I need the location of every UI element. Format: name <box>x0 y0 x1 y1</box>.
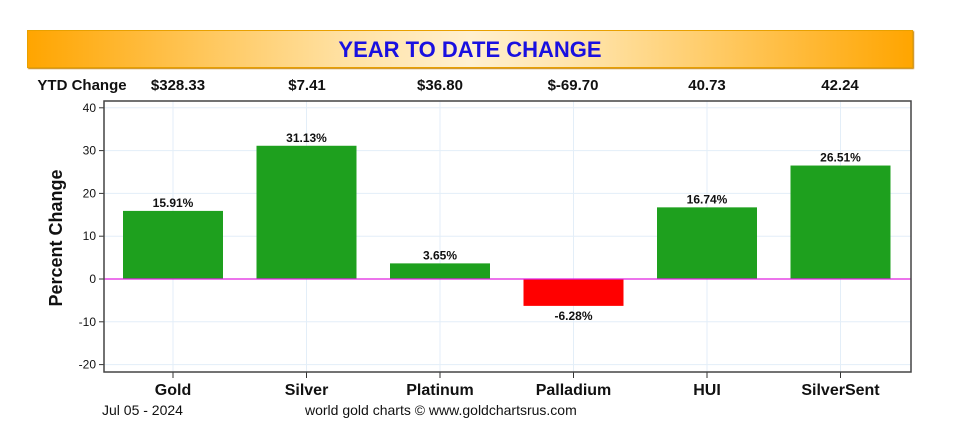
x-tick-label: Palladium <box>536 382 612 399</box>
ytd-label: YTD Change <box>37 77 127 94</box>
bar-silver <box>256 145 357 279</box>
bar-hui <box>657 207 757 279</box>
data-label: 16.74% <box>687 192 728 206</box>
y-tick-label: -20 <box>79 358 97 372</box>
chart-title: YEAR TO DATE CHANGE <box>338 37 602 62</box>
x-tick-label: Gold <box>155 382 191 399</box>
y-tick-label: 30 <box>83 144 97 158</box>
x-tick-label: HUI <box>693 382 721 399</box>
y-tick-label: 40 <box>83 101 97 115</box>
y-tick-label: 0 <box>89 272 96 286</box>
bar-silversent <box>790 165 891 279</box>
x-tick-label: Silver <box>285 382 329 399</box>
footer-date: Jul 05 - 2024 <box>102 402 183 418</box>
data-label: 3.65% <box>423 248 457 262</box>
plot-frame <box>103 100 912 373</box>
ytd-value-silversent: 42.24 <box>821 77 859 94</box>
x-tick-label: SilverSent <box>801 382 880 399</box>
ytd-value-platinum: $36.80 <box>417 77 463 94</box>
ytd-value-gold: $328.33 <box>150 77 206 94</box>
y-tick-label: -10 <box>79 315 97 329</box>
x-tick-label: Platinum <box>406 382 474 399</box>
bar-platinum <box>390 263 490 279</box>
y-tick-label: 20 <box>83 186 97 200</box>
ytd-value-hui: 40.73 <box>688 77 726 94</box>
bar-palladium <box>523 279 624 306</box>
title-banner: YEAR TO DATE CHANGE <box>27 30 913 68</box>
bar-gold <box>123 210 223 279</box>
data-label: -6.28% <box>554 309 592 323</box>
data-label: 31.13% <box>286 131 327 145</box>
y-axis-label: Percent Change <box>46 169 66 307</box>
ytd-value-silver: $7.41 <box>288 77 326 94</box>
ytd-value-palladium: $-69.70 <box>547 77 599 94</box>
data-label: 26.51% <box>820 151 861 165</box>
data-label: 15.91% <box>153 196 194 210</box>
y-tick-label: 10 <box>83 229 97 243</box>
footer-credit: world gold charts © www.goldchartsrus.co… <box>305 402 577 418</box>
